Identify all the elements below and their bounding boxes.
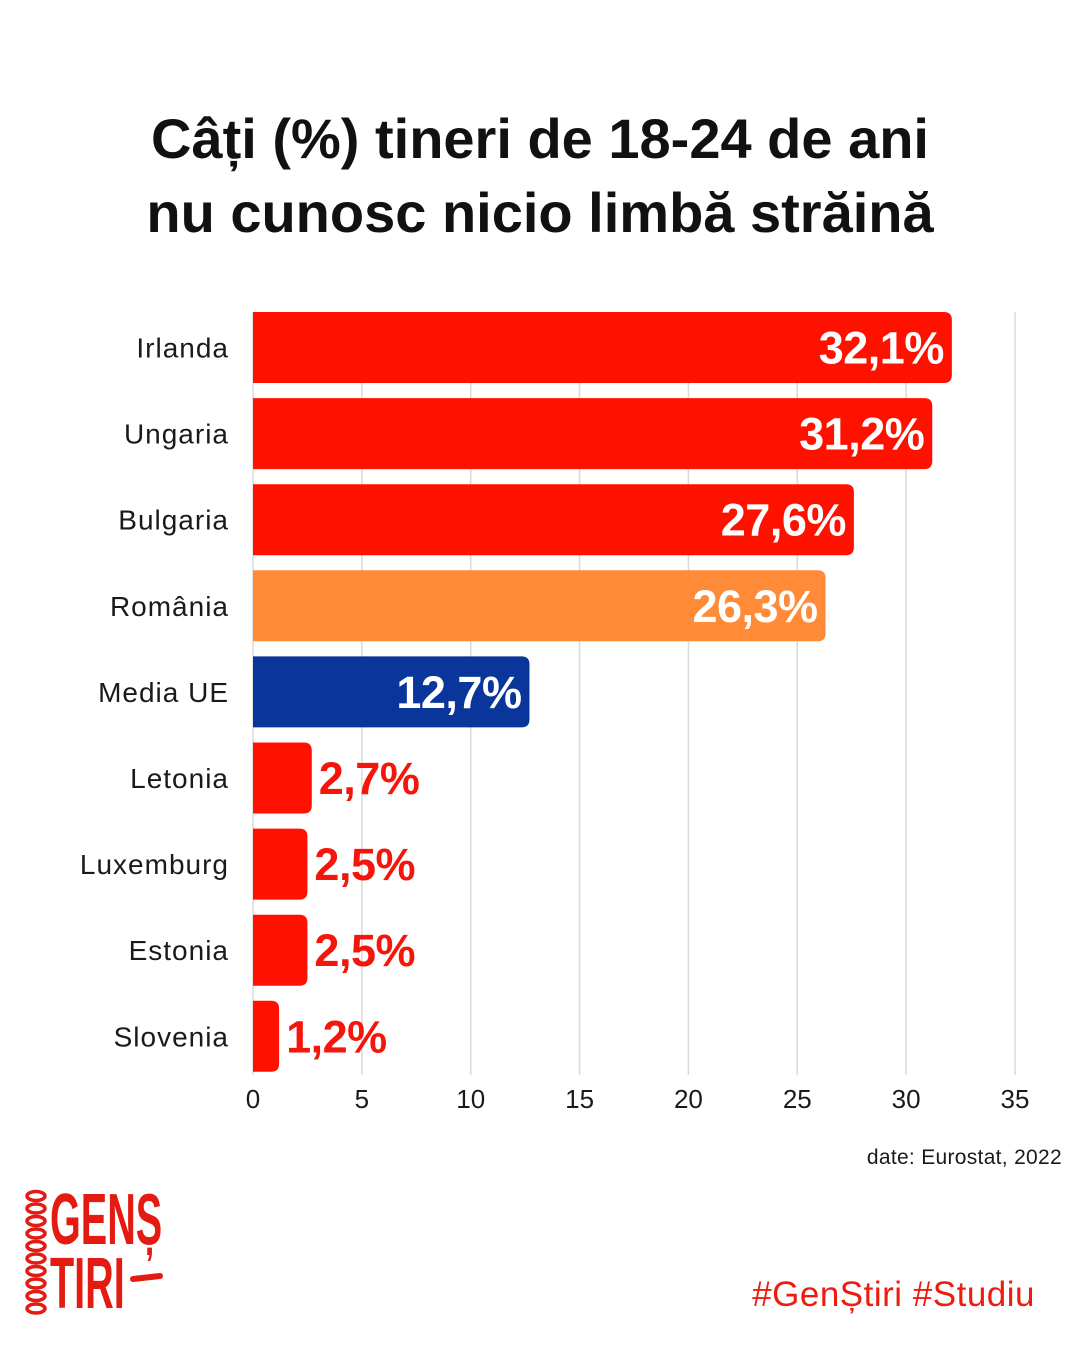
bar-value-label-media-ue: 12,7% (396, 667, 521, 718)
x-tick-label-30: 30 (892, 1084, 921, 1114)
category-label-bulgaria: Bulgaria (118, 505, 229, 536)
x-tick-label-10: 10 (456, 1084, 485, 1114)
bar-estonia (253, 914, 308, 986)
hashtags: #GenȘtiri #Studiu (752, 1275, 1035, 1314)
bar-media-ue (253, 656, 530, 728)
category-label-romania: România (110, 591, 229, 622)
bar-value-label-romania: 26,3% (692, 581, 817, 632)
category-label-media-ue: Media UE (98, 677, 229, 708)
logo-text-line-2: TIRI (50, 1244, 125, 1321)
x-tick-label-0: 0 (246, 1084, 260, 1114)
category-label-irlanda: Irlanda (136, 333, 229, 364)
x-tick-label-15: 15 (565, 1084, 594, 1114)
chart-title-line-1: Câți (%) tineri de 18-24 de ani (151, 107, 929, 170)
x-tick-label-5: 5 (355, 1084, 369, 1114)
chart-title: Câți (%) tineri de 18-24 de ani nu cunos… (0, 102, 1080, 250)
x-tick-label-25: 25 (783, 1084, 812, 1114)
data-source: date: Eurostat, 2022 (866, 1146, 1062, 1169)
logo-dash-mark (130, 1273, 163, 1282)
genstiri-logo: GENȘ TIRI (25, 1186, 163, 1321)
bar-value-label-estonia: 2,5% (314, 925, 415, 976)
bar-value-label-ungaria: 31,2% (799, 409, 924, 460)
bar-chart: 0 5 10 15 20 25 30 35 Irlanda 32,1% Ungaria 31,2% Bu… (80, 312, 1030, 1114)
logo-spiral-icon (25, 1189, 47, 1315)
x-tick-label-20: 20 (674, 1084, 703, 1114)
category-label-luxemburg: Luxemburg (80, 849, 229, 880)
bar-ungaria (253, 398, 933, 470)
bar-value-label-irlanda: 32,1% (819, 323, 944, 374)
bar-bulgaria (253, 484, 854, 556)
bar-luxemburg (253, 828, 308, 900)
category-label-ungaria: Ungaria (124, 419, 229, 450)
x-tick-label-35: 35 (1001, 1084, 1030, 1114)
bar-irlanda (253, 312, 952, 383)
chart-title-line-2: nu cunosc nicio limbă străină (146, 181, 934, 244)
logo-text-line-1: GENȘ (50, 1186, 162, 1261)
bar-slovenia (253, 1000, 280, 1072)
bar-value-label-luxemburg: 2,5% (314, 839, 415, 890)
bar-value-label-bulgaria: 27,6% (721, 495, 846, 546)
category-label-estonia: Estonia (129, 935, 229, 966)
bar-letonia (253, 742, 312, 814)
bar-romania (253, 570, 826, 642)
bar-value-label-slovenia: 1,2% (286, 1011, 387, 1062)
bar-value-label-letonia: 2,7% (319, 753, 420, 804)
category-label-slovenia: Slovenia (114, 1021, 229, 1052)
category-label-letonia: Letonia (130, 763, 229, 794)
